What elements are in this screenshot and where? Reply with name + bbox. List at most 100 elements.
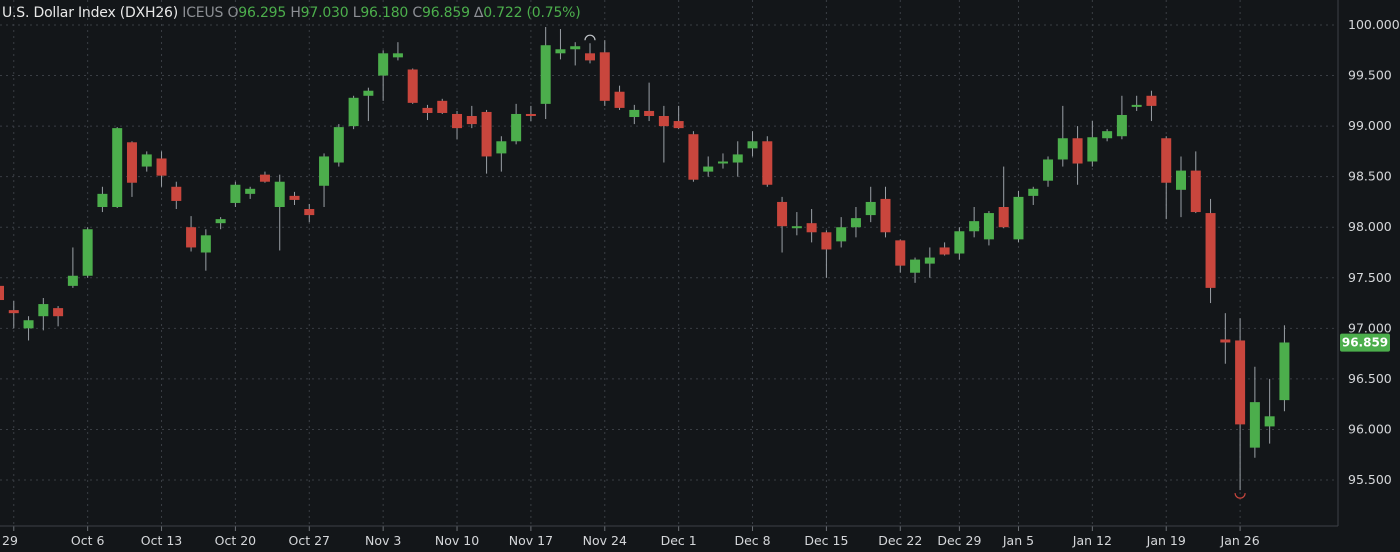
last-price-badge (1340, 333, 1390, 352)
candle-body (599, 52, 610, 101)
candle-body (1264, 416, 1275, 427)
candle-body (333, 127, 344, 163)
low-value: 96.180 (360, 5, 409, 21)
candle-body (82, 229, 93, 276)
candle-body (1087, 137, 1098, 162)
candle-body (1176, 170, 1186, 190)
candle-body (1116, 114, 1127, 137)
close-value: 96.859 (421, 5, 470, 21)
candle-body (1161, 138, 1172, 183)
candle-body (1131, 104, 1142, 107)
candle-body (969, 221, 980, 232)
x-tick-label: Jan 26 (1220, 533, 1260, 548)
low-marker (1234, 493, 1246, 499)
high-key: H (290, 5, 301, 21)
candle-body (112, 128, 123, 207)
candle-body (1072, 138, 1083, 164)
change-value: 0.722 (0.75%) (483, 5, 581, 21)
candle-body (570, 46, 581, 50)
y-tick-label: 99.500 (1348, 68, 1392, 83)
candle-body (806, 223, 817, 233)
candle-body (998, 207, 1009, 228)
candle-body (1043, 159, 1054, 181)
candle-body (452, 113, 463, 129)
candle-body (511, 113, 522, 142)
candle-body (555, 49, 566, 54)
x-tick-label: Oct 13 (141, 533, 183, 548)
candle-body (392, 53, 403, 58)
candle-body (688, 134, 699, 180)
y-tick-label: 96.000 (1348, 421, 1392, 436)
candle-body (983, 213, 994, 240)
x-tick-label: Oct 6 (71, 533, 105, 548)
candle-body (466, 116, 477, 125)
candle-body (865, 201, 876, 216)
candle-body (67, 275, 78, 286)
candle-body (1102, 131, 1113, 139)
candle-body (304, 209, 315, 216)
candle-body (1028, 188, 1039, 196)
candle-body (791, 226, 802, 229)
x-tick-label: Dec 29 (937, 533, 981, 548)
candle-body (156, 158, 167, 176)
close-key: C (412, 5, 422, 21)
x-tick-label: Nov 3 (365, 533, 401, 548)
candle-body (777, 201, 788, 227)
candle-body (141, 154, 152, 167)
chart-header: U.S. Dollar Index (DXH26) ICEUS O96.295 … (2, 5, 581, 21)
candle-body (1013, 196, 1024, 240)
x-tick-label: Nov 10 (435, 533, 479, 548)
x-tick-label: Dec 8 (734, 533, 770, 548)
candle-body (319, 156, 330, 186)
candle-body (97, 193, 108, 207)
candle-body (481, 111, 492, 157)
chart-title: U.S. Dollar Index (DXH26) (2, 5, 179, 21)
candle-body (732, 154, 743, 163)
candle-body (363, 90, 374, 96)
candle-body (348, 97, 359, 127)
candle-body (939, 247, 950, 255)
x-tick-label: Jan 19 (1146, 533, 1186, 548)
y-tick-label: 98.500 (1348, 169, 1392, 184)
candle-body (53, 308, 64, 317)
y-tick-label: 96.500 (1348, 371, 1392, 386)
candle-body (1190, 170, 1201, 213)
y-tick-label: 95.500 (1348, 472, 1392, 487)
candle-body (407, 69, 418, 103)
candle-body (954, 231, 965, 254)
candle-body (525, 113, 536, 116)
candle-body (585, 53, 595, 61)
x-tick-label: Jan 12 (1072, 533, 1112, 548)
candle-body (200, 235, 211, 253)
candle-body (171, 186, 182, 201)
candle-body (0, 285, 4, 301)
x-tick-label: Nov 17 (509, 533, 553, 548)
candle-body (496, 141, 507, 154)
y-tick-label: 98.000 (1348, 219, 1392, 234)
x-tick-label: Dec 1 (661, 533, 697, 548)
candle-body (1205, 213, 1216, 288)
candle-body (658, 116, 669, 127)
y-tick-label: 99.000 (1348, 118, 1392, 133)
candle-body (673, 121, 684, 129)
candle-body (186, 227, 197, 248)
y-tick-label: 97.500 (1348, 270, 1392, 285)
open-value: 96.295 (238, 5, 287, 21)
x-tick-label: Dec 22 (878, 533, 922, 548)
candle-body (850, 218, 861, 228)
candle-body (629, 109, 640, 118)
x-tick-label: Nov 24 (583, 533, 627, 548)
candle-body (8, 310, 19, 314)
change-key: ∆ (474, 5, 484, 21)
x-tick-label: Oct 27 (289, 533, 331, 548)
candle-body (614, 91, 625, 108)
x-tick-label: Oct 20 (215, 533, 257, 548)
candle-body (836, 227, 847, 242)
y-tick-label: 97.000 (1348, 320, 1392, 335)
low-key: L (352, 5, 361, 21)
candle-body (910, 259, 921, 273)
candle-body (1057, 138, 1068, 160)
candle-body (1279, 342, 1290, 401)
candle-body (215, 219, 226, 224)
